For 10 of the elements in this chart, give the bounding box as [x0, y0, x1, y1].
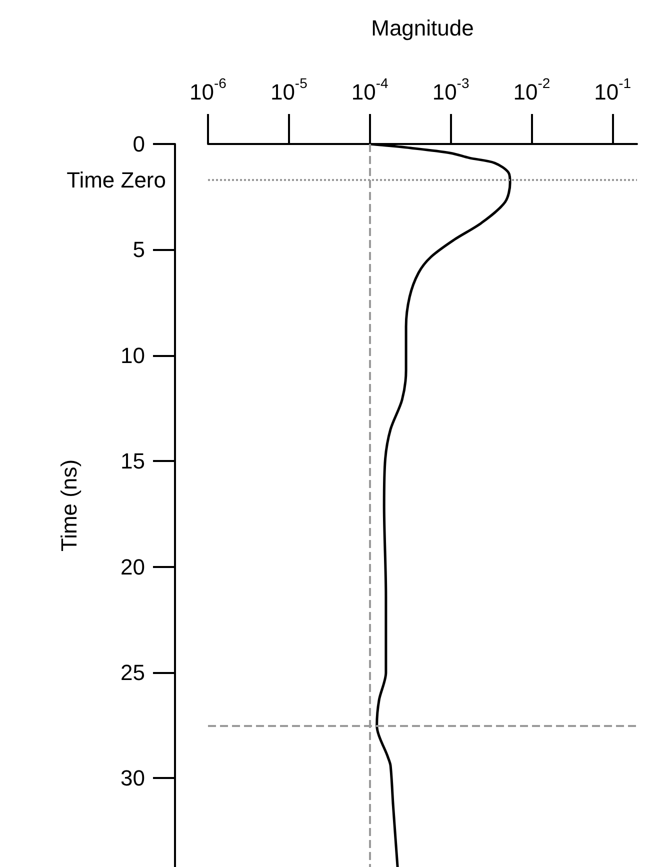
y-tick-label: 20 — [120, 554, 145, 580]
y-tick-label: 5 — [132, 237, 145, 262]
y-tick-label: 0 — [132, 132, 145, 156]
y-tick-label: 25 — [120, 660, 145, 686]
y-tick-label: 30 — [120, 766, 145, 791]
ref-line-label: Time Zero — [66, 167, 166, 192]
y-tick-label: 15 — [120, 448, 145, 474]
y-axis-title: Time (ns) — [56, 459, 82, 552]
x-axis-title: Magnitude — [371, 16, 474, 40]
y-tick-label: 10 — [120, 342, 145, 368]
